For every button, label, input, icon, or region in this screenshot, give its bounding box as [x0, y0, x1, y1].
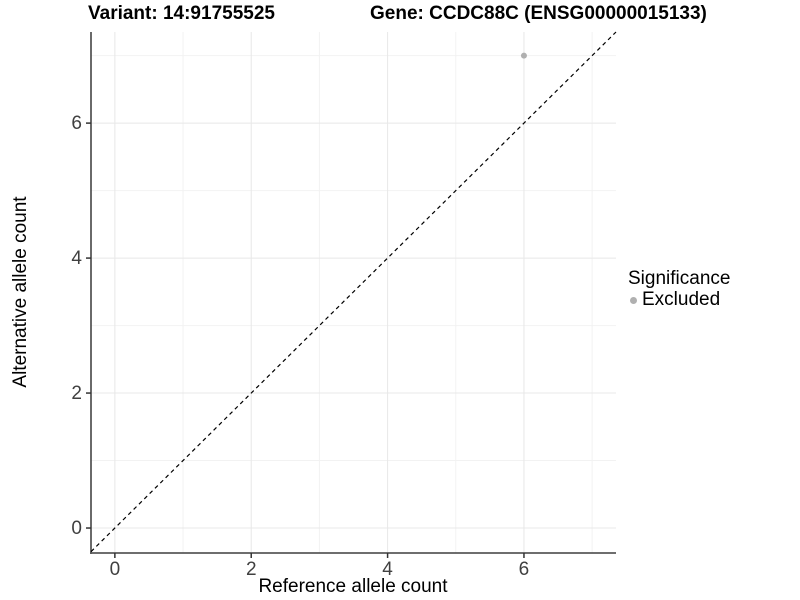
- x-tick-label: 6: [519, 559, 530, 580]
- y-tick-label: 0: [71, 518, 82, 539]
- y-tick-label: 6: [71, 113, 82, 134]
- identity-dashed-line: [90, 31, 617, 553]
- legend-item-label: Excluded: [642, 289, 721, 310]
- x-tick-label: 2: [246, 559, 257, 580]
- legend-item-excluded: Excluded: [630, 289, 730, 310]
- legend-title: Significance: [628, 268, 731, 289]
- plot-title-gene: Gene: CCDC88C (ENSG00000015133): [370, 3, 707, 24]
- x-axis-title: Reference allele count: [258, 576, 448, 597]
- data-point: [520, 52, 527, 59]
- y-axis-title: Alternative allele count: [10, 196, 31, 388]
- x-tick-label: 4: [382, 559, 393, 580]
- plot-title-variant: Variant: 14:91755525: [88, 3, 275, 24]
- y-tick-label: 2: [71, 383, 82, 404]
- x-tick-label: 0: [110, 559, 121, 580]
- legend: Significance Excluded: [628, 268, 730, 310]
- legend-point-icon: [630, 296, 637, 304]
- y-tick-label: 4: [71, 248, 82, 269]
